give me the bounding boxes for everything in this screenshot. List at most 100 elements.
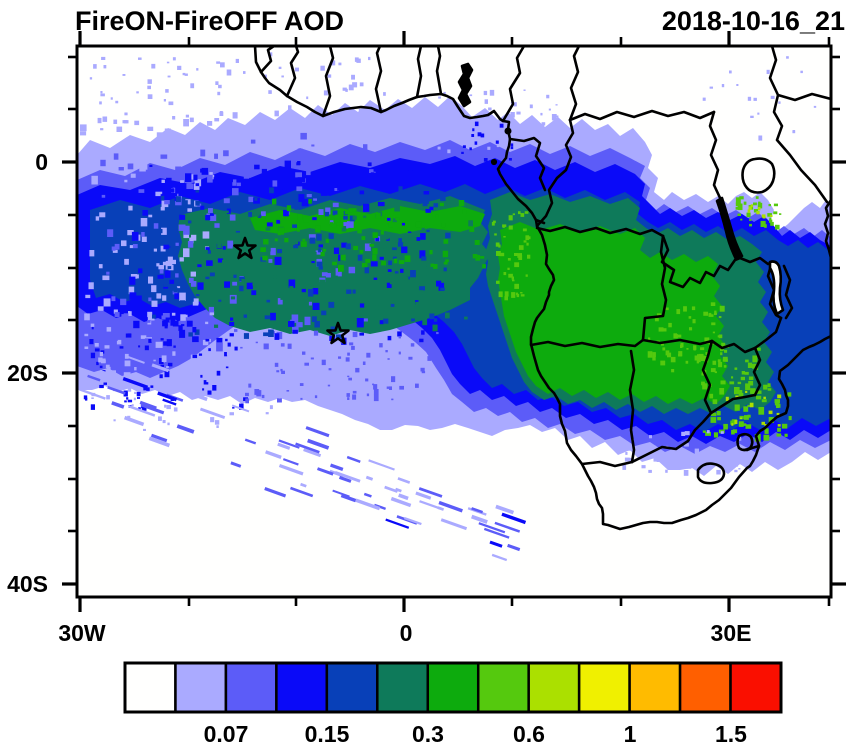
speckle	[710, 368, 716, 373]
speckle	[206, 260, 213, 266]
speckle-field	[80, 52, 817, 476]
speckle	[719, 305, 725, 312]
speckle	[398, 238, 402, 243]
speckle	[731, 423, 734, 426]
speckle	[318, 248, 322, 253]
speckle	[332, 202, 339, 208]
streak	[471, 507, 484, 514]
speckle	[768, 417, 774, 423]
speckle	[278, 66, 282, 69]
speckle	[128, 286, 135, 295]
speckle	[386, 282, 392, 288]
speckle	[193, 298, 199, 305]
speckle	[214, 324, 219, 328]
speckle	[480, 133, 485, 138]
speckle	[222, 259, 226, 265]
star-marker-2	[326, 321, 350, 345]
speckle	[502, 225, 505, 228]
speckle	[202, 231, 210, 239]
speckle	[242, 364, 245, 368]
speckle	[260, 181, 265, 187]
speckle	[243, 175, 250, 179]
speckle	[757, 347, 761, 351]
speckle	[722, 356, 728, 362]
speckle	[179, 257, 184, 262]
streak	[489, 540, 503, 548]
speckle	[778, 101, 781, 104]
streak	[403, 517, 422, 526]
speckle	[147, 316, 155, 321]
speckle	[214, 420, 220, 425]
speckle	[769, 214, 773, 217]
speckle	[249, 310, 255, 314]
speckle	[296, 229, 300, 232]
speckle	[292, 116, 297, 120]
speckle	[667, 352, 672, 358]
speckle	[744, 415, 749, 420]
speckle	[484, 129, 487, 133]
speckle	[474, 141, 478, 145]
speckle	[198, 131, 202, 135]
speckle	[221, 271, 226, 277]
speckle	[235, 385, 238, 388]
speckle	[673, 333, 678, 339]
speckle	[714, 312, 717, 315]
speckle	[328, 301, 335, 308]
speckle	[160, 338, 164, 341]
speckle	[159, 229, 163, 234]
southwest-streaks	[79, 355, 527, 562]
speckle	[190, 271, 196, 277]
speckle	[625, 452, 628, 455]
speckle	[540, 112, 543, 116]
speckle	[352, 394, 357, 400]
streak	[365, 475, 374, 481]
speckle	[222, 246, 226, 250]
aod-fill-layers	[77, 52, 831, 562]
speckle	[511, 124, 515, 127]
speckle	[494, 233, 497, 236]
geography	[253, 46, 831, 531]
speckle	[280, 394, 283, 399]
speckle	[140, 335, 147, 339]
speckle	[731, 430, 735, 435]
speckle	[207, 390, 212, 395]
speckle	[130, 173, 136, 178]
speckle	[335, 268, 342, 277]
speckle	[341, 226, 347, 232]
speckle	[229, 333, 234, 337]
speckle	[648, 469, 652, 473]
speckle	[670, 356, 676, 363]
speckle	[332, 223, 337, 228]
speckle	[226, 208, 231, 214]
speckle	[320, 187, 328, 196]
speckle	[389, 386, 392, 390]
speckle	[422, 202, 428, 207]
speckle	[375, 305, 379, 310]
speckle	[209, 172, 213, 176]
speckle	[724, 349, 728, 353]
speckle	[102, 275, 110, 281]
speckle	[743, 406, 749, 412]
speckle	[314, 395, 318, 399]
speckle	[436, 332, 439, 335]
speckle	[302, 351, 306, 355]
speckle	[459, 270, 464, 275]
speckle	[750, 388, 756, 394]
speckle	[183, 248, 190, 258]
speckle	[311, 261, 315, 264]
streak	[99, 369, 119, 380]
speckle	[359, 82, 364, 87]
speckle	[366, 393, 370, 397]
speckle	[112, 249, 118, 253]
speckle	[226, 69, 232, 76]
speckle	[445, 312, 450, 319]
speckle	[325, 207, 331, 215]
speckle	[770, 95, 775, 99]
speckle	[776, 412, 780, 416]
speckle	[627, 444, 632, 451]
speckle	[232, 112, 238, 119]
speckle	[194, 179, 202, 187]
speckle	[525, 235, 530, 241]
speckle	[717, 359, 721, 362]
